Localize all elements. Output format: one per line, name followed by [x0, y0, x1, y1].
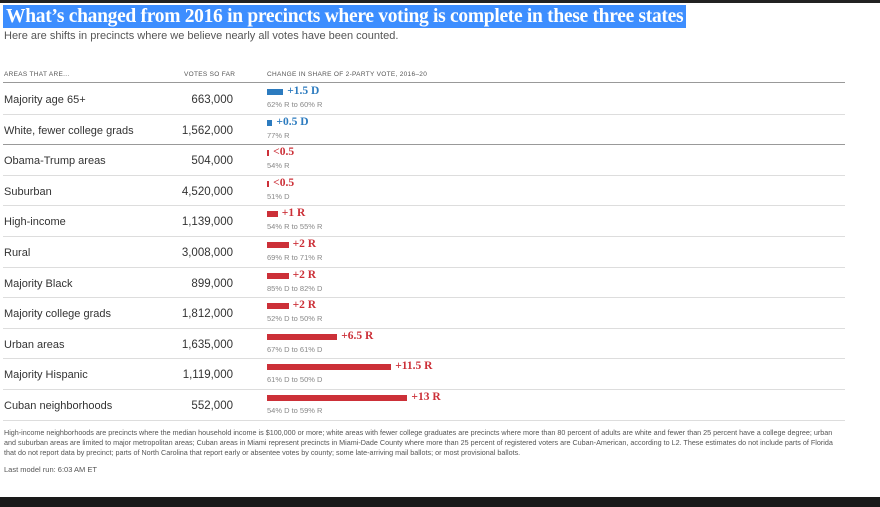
page-title: What’s changed from 2016 in precincts wh…: [3, 5, 687, 28]
shift-bar: [267, 303, 289, 310]
area-label: White, fewer college grads: [4, 124, 134, 137]
shift-bar: [267, 211, 278, 218]
share-detail: 54% D to 59% R: [267, 406, 323, 415]
shift-bar: [267, 119, 273, 126]
votes-value: 552,000: [191, 400, 233, 412]
votes-value: 1,139,000: [181, 216, 233, 229]
area-label: Obama-Trump areas: [4, 155, 106, 168]
footnote: High-income neighborhoods are precincts …: [4, 428, 833, 457]
table-row: High-income 1,139,000 +1 R 54% R to 55% R: [3, 205, 845, 237]
shift-label: +0.5 D: [276, 115, 309, 128]
shift-label: +2 R: [292, 299, 317, 312]
table-row: Majority Black 899,000 +2 R 85% D to 82% D: [3, 267, 845, 299]
votes-value: 504,000: [191, 155, 233, 168]
header-divider: [3, 82, 845, 83]
votes-value: 1,812,000: [181, 308, 233, 321]
share-detail: 62% R to 60% R: [267, 100, 323, 109]
area-label: Majority Black: [4, 277, 73, 290]
shift-label: +6.5 R: [341, 329, 374, 342]
share-detail: 54% R: [267, 161, 290, 171]
shift-bar: [267, 272, 289, 279]
shift-label: +2 R: [292, 268, 317, 281]
shift-bar: [267, 364, 392, 371]
share-detail: 77% R: [267, 130, 290, 140]
shift-label: +1.5 D: [287, 85, 320, 97]
area-label: Urban areas: [4, 338, 65, 351]
votes-value: 4,520,000: [181, 185, 233, 198]
shift-bar: [267, 395, 408, 401]
share-detail: 85% D to 82% D: [267, 283, 323, 293]
table-row: Obama-Trump areas 504,000 <0.5 54% R: [3, 144, 845, 176]
header-areas: Areas that are...: [4, 71, 70, 78]
window-top-bar: [0, 0, 880, 3]
share-detail: 54% R to 55% R: [267, 222, 323, 232]
shift-bar: [267, 333, 338, 340]
votes-value: 899,000: [191, 277, 233, 290]
table-row: Suburban 4,520,000 <0.5 51% D: [3, 175, 845, 207]
share-detail: 61% D to 50% D: [267, 375, 323, 385]
votes-value: 1,562,000: [181, 124, 233, 137]
shift-bar: [267, 89, 284, 95]
subtitle: Here are shifts in precincts where we be…: [4, 30, 399, 42]
shift-bar: [267, 150, 270, 157]
area-label: Cuban neighborhoods: [4, 400, 113, 412]
header-change: Change in share of 2-party vote, 2016–20: [267, 71, 428, 78]
share-detail: 52% D to 50% R: [267, 314, 323, 324]
area-label: Majority Hispanic: [4, 369, 88, 382]
table-row: Urban areas 1,635,000 +6.5 R 67% D to 61% D: [3, 328, 845, 360]
header-votes: Votes so far: [184, 71, 236, 78]
votes-value: 1,119,000: [182, 369, 233, 382]
shift-label: +1 R: [281, 207, 306, 220]
shift-label: +11.5 R: [395, 360, 433, 373]
shift-label: +13 R: [411, 391, 441, 403]
shift-label: +2 R: [292, 238, 317, 250]
shift-bar: [267, 180, 270, 187]
window-bottom-bar: [0, 497, 880, 507]
share-detail: 69% R to 71% R: [267, 253, 323, 262]
votes-value: 3,008,000: [181, 247, 233, 259]
area-label: Rural: [4, 247, 31, 259]
table-row: Majority Hispanic 1,119,000 +11.5 R 61% D t…: [3, 358, 845, 390]
area-label: High-income: [4, 216, 66, 229]
table-row: Majority college grads 1,812,000 +2 R 52% D…: [3, 297, 845, 329]
table-row: Cuban neighborhoods 552,000 +13 R 54% D to …: [3, 389, 845, 421]
votes-value: 663,000: [191, 94, 233, 106]
votes-value: 1,635,000: [181, 338, 233, 351]
area-label: Majority age 65+: [4, 94, 86, 106]
area-label: Majority college grads: [4, 308, 111, 321]
share-detail: 51% D: [267, 191, 290, 201]
area-label: Suburban: [4, 185, 52, 198]
shift-label: <0.5: [273, 146, 295, 159]
table-row: Rural 3,008,000 +2 R 69% R to 71% R: [3, 236, 845, 268]
shift-label: <0.5: [273, 176, 295, 189]
share-detail: 67% D to 61% D: [267, 344, 323, 354]
shift-bar: [267, 242, 289, 248]
last-model-run: Last model run: 6:03 AM ET: [4, 465, 97, 474]
table-row: White, fewer college grads 1,562,000 +0.5 …: [3, 114, 845, 146]
table-row: Majority age 65+ 663,000 +1.5 D 62% R to 60…: [3, 83, 845, 115]
